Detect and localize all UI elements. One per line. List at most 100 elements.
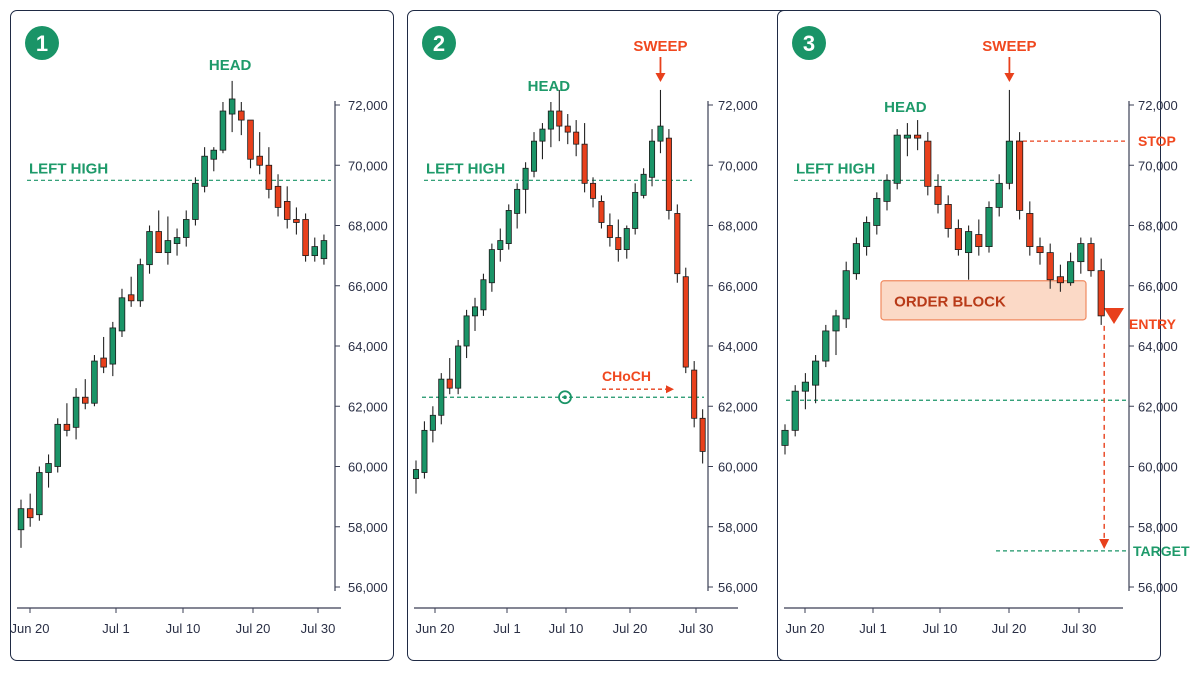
y-tick-label: 68,000 xyxy=(348,219,388,234)
chart-panel-3: 3 72,000 70,000 68,000 66,000 64,000 62,000 60,… xyxy=(777,10,1190,661)
bull-candle xyxy=(182,219,190,238)
bear-candle xyxy=(914,134,922,139)
step-badge-number: 1 xyxy=(36,31,48,56)
bull-candle xyxy=(522,167,529,190)
bear-candle xyxy=(26,508,34,519)
bull-candle xyxy=(781,429,789,446)
head-label: HEAD xyxy=(884,99,927,116)
y-tick-label: 60,000 xyxy=(718,460,758,475)
y-tick-label: 56,000 xyxy=(1138,580,1178,595)
bull-candle xyxy=(201,155,208,187)
choch-marker xyxy=(558,390,572,405)
x-tick-label: Jul 30 xyxy=(679,621,714,636)
bull-candle xyxy=(965,231,973,254)
bull-candle xyxy=(412,469,420,479)
bull-candle xyxy=(1077,243,1085,263)
sweep-label: SWEEP xyxy=(982,38,1036,55)
bear-candle xyxy=(1036,246,1044,254)
bull-candle xyxy=(657,125,664,142)
y-tick-label: 68,000 xyxy=(718,219,758,234)
y-tick-label: 62,000 xyxy=(1138,399,1178,414)
y-tick-label: 68,000 xyxy=(1138,219,1178,234)
step-badge-number: 3 xyxy=(803,31,815,56)
bull-candle xyxy=(45,463,52,473)
step-badge-number: 2 xyxy=(433,31,445,56)
bull-candle xyxy=(649,140,656,178)
bull-candle xyxy=(54,423,61,467)
bear-candle xyxy=(606,225,613,238)
bear-candle xyxy=(556,110,563,127)
bull-candle xyxy=(640,173,647,196)
bull-candle xyxy=(173,237,181,244)
candlestick-chart-1: 1 72,000 70,000 68,000 66,000 64,000 62,000 60,… xyxy=(10,26,388,636)
bull-candle xyxy=(488,249,495,284)
bull-candle xyxy=(91,360,98,404)
bear-candle xyxy=(1056,276,1064,284)
bear-candle xyxy=(155,231,162,254)
candlestick-chart-2: 2 72,000 70,000 68,000 66,000 64,000 62,000 60,… xyxy=(412,26,758,636)
bear-candle xyxy=(127,294,135,302)
bear-candle xyxy=(446,378,453,389)
bear-candle xyxy=(564,125,571,133)
x-tick-label: Jul 20 xyxy=(236,621,271,636)
bull-candle xyxy=(109,327,117,365)
bull-candle xyxy=(219,110,227,151)
bear-candle xyxy=(100,357,107,368)
left-high-label: LEFT HIGH xyxy=(426,160,505,177)
y-tick-label: 60,000 xyxy=(348,460,388,475)
bull-candle xyxy=(118,297,126,332)
sweep-label: SWEEP xyxy=(633,38,687,55)
bear-candle xyxy=(302,219,309,257)
bull-candle xyxy=(832,315,840,332)
bear-candle xyxy=(699,417,706,452)
head-label: HEAD xyxy=(528,78,571,95)
x-tick-label: Jul 10 xyxy=(923,621,958,636)
bull-candle xyxy=(822,330,830,362)
bull-candle xyxy=(863,222,871,247)
bear-candle xyxy=(1046,252,1054,281)
bear-candle xyxy=(293,219,300,223)
bull-candle xyxy=(505,210,512,244)
bear-candle xyxy=(573,131,580,145)
bear-candle xyxy=(238,110,245,121)
step-badge xyxy=(422,26,456,60)
y-tick-label: 64,000 xyxy=(718,339,758,354)
bear-candle xyxy=(944,204,952,229)
choch-arrow-head xyxy=(666,385,674,394)
y-tick-label: 58,000 xyxy=(718,520,758,535)
chart-panel-2: 2 72,000 70,000 68,000 66,000 64,000 62,000 60,… xyxy=(407,10,791,661)
sweep-arrow-head xyxy=(1004,73,1015,82)
x-tick-label: Jul 1 xyxy=(102,621,129,636)
bull-candle xyxy=(36,472,43,516)
candlestick-chart-3: 3 72,000 70,000 68,000 66,000 64,000 62,000 60,… xyxy=(781,26,1190,636)
bear-candle xyxy=(954,228,962,250)
bull-candle xyxy=(1005,140,1013,184)
y-tick-label: 60,000 xyxy=(1138,460,1178,475)
x-tick-label: Jun 20 xyxy=(785,621,824,636)
bull-candle xyxy=(873,197,881,226)
x-tick-label: Jul 10 xyxy=(549,621,584,636)
y-tick-label: 72,000 xyxy=(348,98,388,113)
y-tick-label: 62,000 xyxy=(718,399,758,414)
bull-candle xyxy=(320,240,328,260)
entry-label: ENTRY xyxy=(1129,316,1177,332)
left-high-label: LEFT HIGH xyxy=(796,160,875,177)
order-block-zone xyxy=(880,280,1087,321)
choch-label: CHoCH xyxy=(602,368,651,384)
bull-candle xyxy=(893,134,901,184)
x-tick-label: Jul 30 xyxy=(301,621,336,636)
bull-candle xyxy=(852,243,860,275)
bear-candle xyxy=(615,237,622,251)
bear-candle xyxy=(934,185,942,205)
bull-candle xyxy=(801,381,809,392)
bear-candle xyxy=(590,182,597,199)
bull-candle xyxy=(531,140,538,172)
bear-candle xyxy=(256,155,263,166)
bull-candle xyxy=(72,396,80,428)
x-tick-label: Jul 20 xyxy=(992,621,1027,636)
bear-candle xyxy=(598,200,605,223)
stop-label: STOP xyxy=(1138,133,1176,149)
order-block-label: ORDER BLOCK xyxy=(894,293,1006,310)
bear-candle xyxy=(975,234,983,247)
